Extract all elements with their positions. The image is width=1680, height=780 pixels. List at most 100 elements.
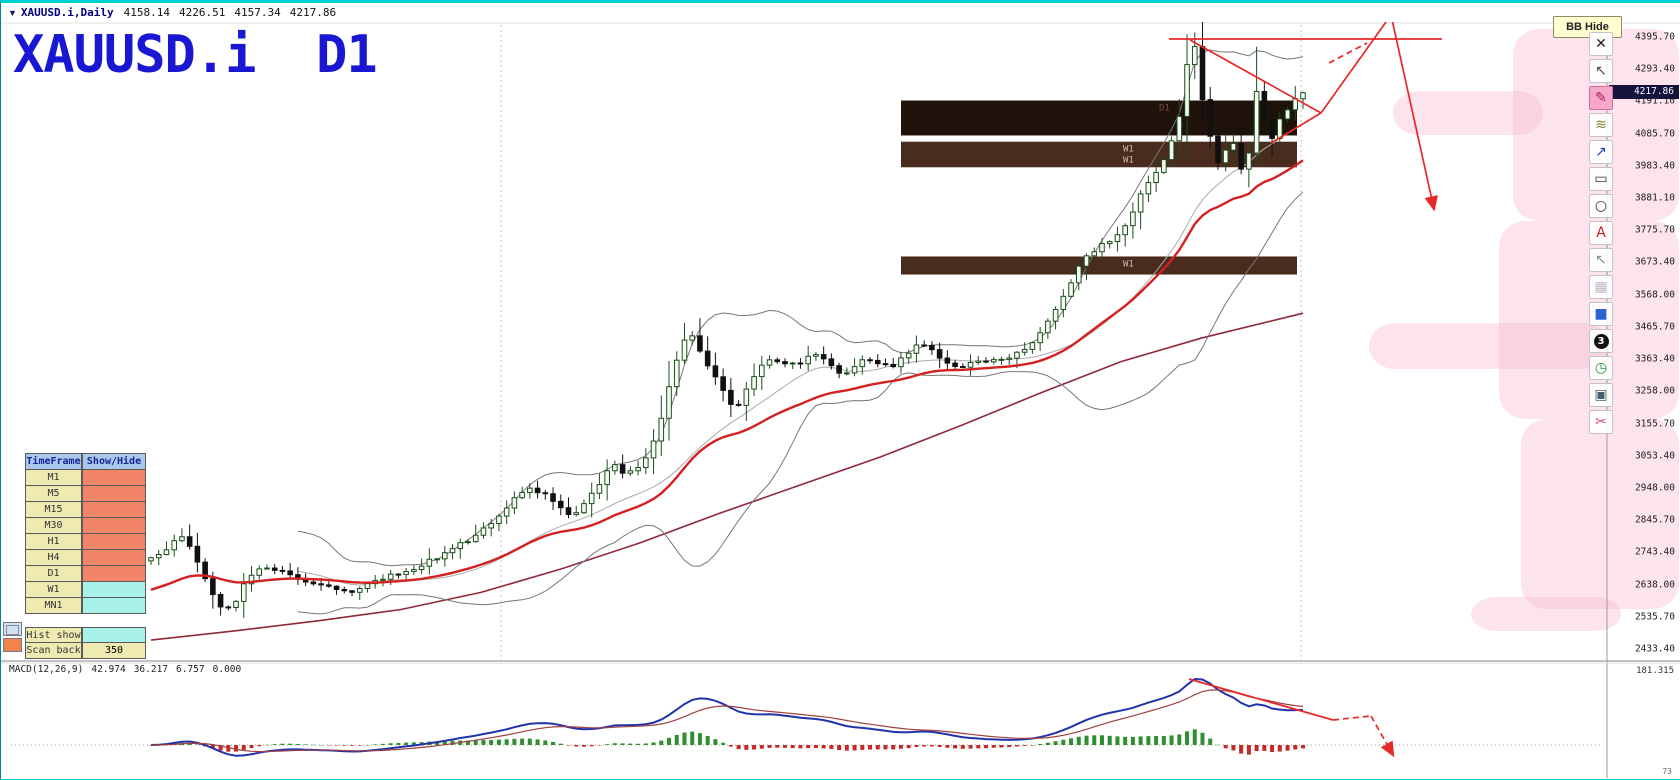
sd-zone[interactable] [901,100,1297,136]
number-3-icon[interactable]: 3 [1589,329,1613,353]
macd-histogram-bar [1076,736,1081,745]
ellipse-tool-icon[interactable]: ○ [1589,194,1613,218]
candle-body [1261,90,1268,121]
macd-histogram-bar [1262,745,1267,751]
price-axis-label: 3465.70 [1634,321,1675,333]
candle-body [1207,99,1214,137]
macd-histogram-bar [953,745,958,749]
candle-body [1052,308,1059,322]
red-trendline[interactable] [1270,112,1322,144]
candle-body [542,492,549,495]
macd-histogram-bar [1154,736,1159,745]
macd-signal-line [150,689,1304,753]
pointer-tool-icon[interactable]: ↖ [1589,248,1613,272]
close-icon[interactable]: ✕ [1589,32,1613,56]
tf-row-h4: H4 [25,550,146,566]
zone-label: W1 [1123,259,1134,269]
price-axis[interactable]: 4395.70 4293.40 4191.10 4085.70 3983.40 3881.… [1609,25,1680,661]
macd-histogram-bar [798,745,803,749]
select-cursor-icon[interactable]: ↖ [1589,59,1613,83]
candle-body [689,335,696,341]
sd-zone[interactable] [901,141,1297,168]
macd-histogram-bar [357,745,362,746]
tf-toggle-h1[interactable] [82,534,146,550]
candle-body [929,345,935,351]
macd-histogram-bar [1293,745,1298,750]
candle-body [1176,115,1183,142]
macd-histogram-bar [1192,729,1197,745]
macd-histogram-bar [1038,743,1043,745]
price-axis-label: 2433.40 [1634,643,1675,655]
tf-row-m5: M5 [25,486,146,502]
macd-red-projection[interactable] [1370,715,1395,758]
macd-red-projection[interactable] [1188,678,1334,721]
pink-highlight-blob [1369,323,1609,369]
candle-body [1068,282,1074,297]
tf-toggle-m30[interactable] [82,518,146,534]
macd-histogram-bar [1177,734,1182,745]
cut-tool-icon[interactable]: ✂ [1589,410,1613,434]
macd-histogram-bar [1130,736,1135,745]
macd-histogram-bar [837,745,842,751]
macd-histogram-bar [411,742,416,745]
candle-body [1014,351,1020,359]
macd-histogram-bar [1115,736,1120,745]
candle-body [310,581,317,585]
tf-toggle-m15[interactable] [82,502,146,518]
tf-toggle-w1[interactable] [82,582,146,598]
rectangle-tool-icon[interactable]: ▭ [1589,167,1613,191]
tf-toggle-m5[interactable] [82,486,146,502]
eraser-tool-icon[interactable]: ▦ [1589,275,1613,299]
macd-histogram-bar [875,745,880,750]
candle-body [720,376,726,391]
candle-body [171,540,177,551]
red-trendline[interactable] [1320,14,1392,114]
scan-back-label: Scan back [25,643,82,659]
macd-histogram-bar [489,739,494,745]
macd-red-projection[interactable] [1332,715,1372,721]
candle-body [666,386,672,419]
candle-body [859,359,866,368]
symbol-name[interactable]: XAUUSD.i,Daily [20,6,114,19]
macd-histogram-bar [365,744,370,746]
hist-show-toggle[interactable] [82,627,146,643]
macd-histogram-bar [210,745,215,749]
candle-body [612,464,618,472]
tf-toggle-d1[interactable] [82,566,146,582]
brush-tool-icon[interactable]: ✎ [1589,86,1613,110]
candle-body [557,500,564,509]
mini-alert-object-icon[interactable] [3,638,22,652]
red-trendline[interactable] [1328,42,1368,64]
wave-tool-icon[interactable]: ≋ [1589,113,1613,137]
red-trendline[interactable] [1189,39,1322,114]
mini-chart-object-icon[interactable] [3,622,22,636]
tf-toggle-m1[interactable] [82,470,146,486]
blue-square-icon[interactable]: ■ [1589,302,1613,326]
macd-histogram-bar [984,745,989,749]
text-tool-icon[interactable]: A [1589,221,1613,245]
candle-body [635,467,641,472]
candle-body [658,417,665,442]
candle-body [1106,241,1113,245]
macd-histogram-bar [813,745,818,749]
macd-histogram-bar [435,741,440,745]
candle-body [1300,92,1306,100]
candle-body [488,523,494,529]
monitor-icon[interactable]: ▣ [1589,383,1613,407]
macd-histogram-bar [906,745,911,749]
price-axis-label: 2535.70 [1634,611,1675,623]
candle-body [697,335,703,352]
candle-body [604,470,610,486]
macd-histogram-bar [496,739,501,745]
trendline-arrow-icon[interactable]: ↗ [1589,140,1613,164]
macd-histogram-bar [218,745,223,751]
sd-zone[interactable] [901,256,1297,275]
clock-icon[interactable]: ◷ [1589,356,1613,380]
tf-toggle-h4[interactable] [82,550,146,566]
tf-toggle-mn1[interactable] [82,598,146,614]
candle-body [735,403,742,406]
symbol-dropdown-icon[interactable]: ▼ [8,7,17,18]
red-trendline[interactable] [1390,14,1438,212]
scan-back-value[interactable]: 350 [82,643,146,659]
